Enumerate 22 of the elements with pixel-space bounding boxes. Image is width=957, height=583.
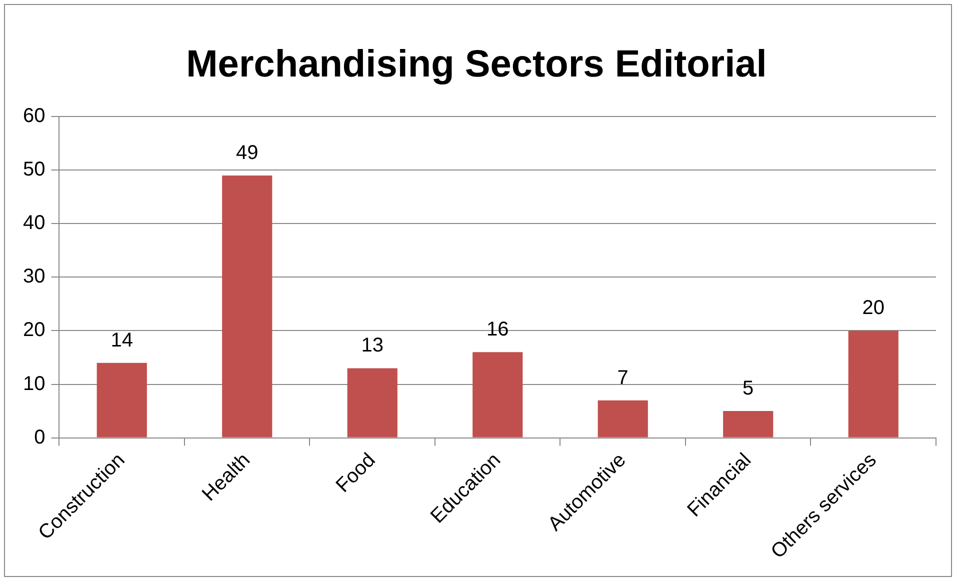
bar bbox=[96, 362, 147, 438]
bar bbox=[598, 400, 648, 438]
data-label: 49 bbox=[236, 142, 258, 164]
y-tick-label: 40 bbox=[22, 212, 46, 234]
data-label: 5 bbox=[742, 378, 754, 400]
y-tick-label: 50 bbox=[22, 158, 46, 181]
data-label: 14 bbox=[110, 329, 133, 352]
data-label: 13 bbox=[361, 334, 384, 357]
y-tick-label: 0 bbox=[34, 426, 46, 448]
data-label: 20 bbox=[862, 297, 884, 320]
data-label: 16 bbox=[486, 318, 509, 341]
bar bbox=[848, 330, 898, 438]
y-tick-label: 10 bbox=[22, 372, 46, 395]
y-tick-label: 60 bbox=[22, 105, 46, 128]
bar bbox=[472, 352, 523, 438]
data-label: 7 bbox=[617, 366, 628, 389]
chart-title: Merchandising Sectors Editorial bbox=[186, 43, 767, 86]
bar bbox=[723, 411, 774, 438]
bar bbox=[222, 175, 272, 438]
bar bbox=[347, 368, 398, 438]
y-tick-label: 30 bbox=[22, 266, 46, 288]
y-tick-label: 20 bbox=[22, 319, 46, 342]
